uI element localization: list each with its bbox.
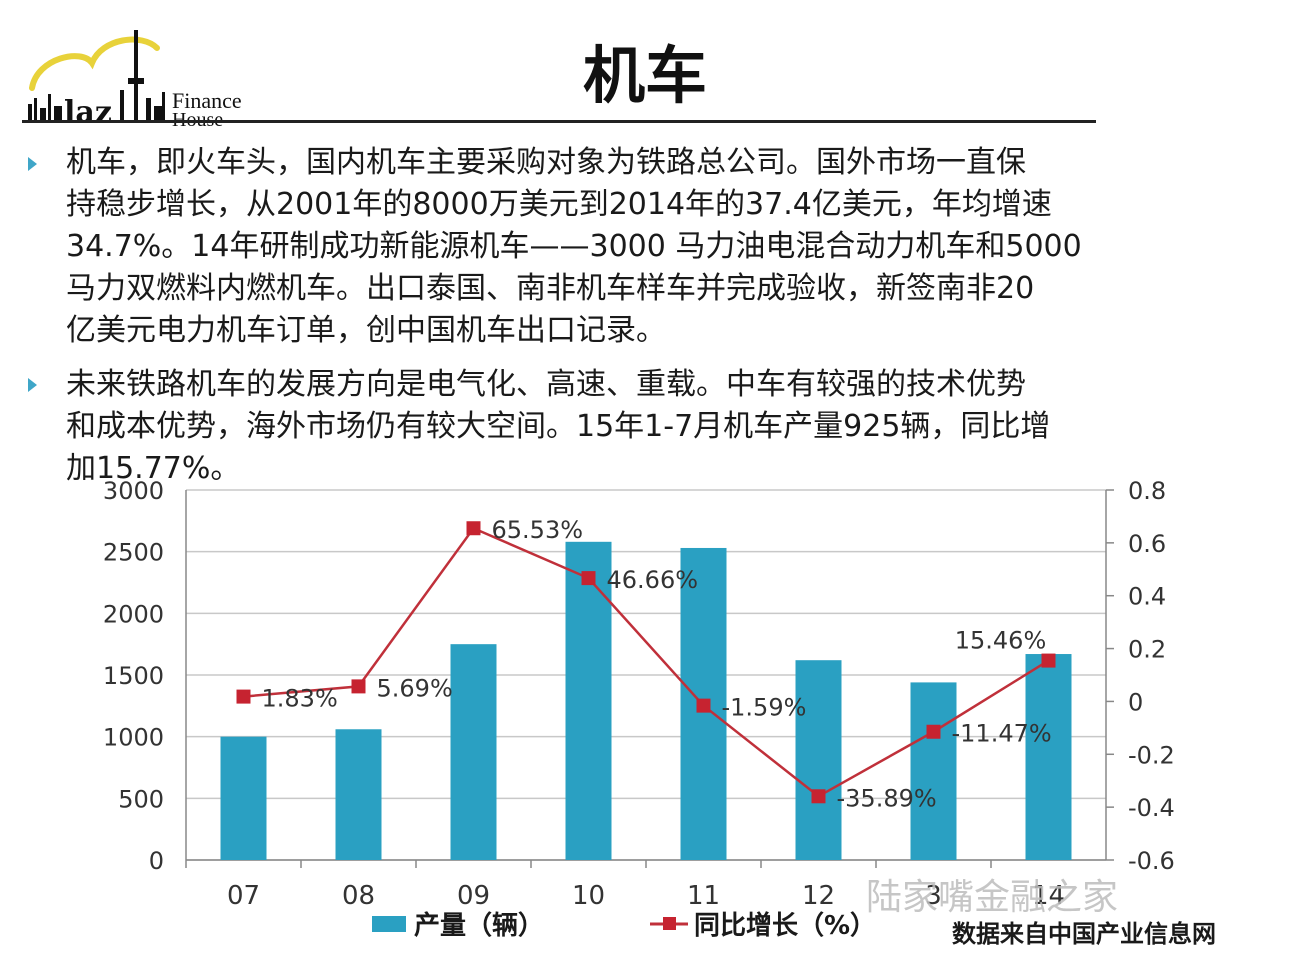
y-left-tick-label: 1500	[103, 662, 164, 690]
growth-data-label: 5.69%	[377, 674, 453, 702]
x-tick-label: 10	[572, 881, 605, 911]
bullet-paragraph-2: 未来铁路机车的发展方向是电气化、高速、重载。中车有较强的技术优势 和成本优势，海…	[66, 364, 1226, 490]
growth-data-label: -35.89%	[837, 784, 937, 812]
growth-marker	[1041, 653, 1056, 668]
bar-production	[335, 729, 382, 860]
growth-data-label: 1.83%	[262, 685, 338, 713]
bullet-1-line-3: 34.7%。14年研制成功新能源机车——3000 马力油电混合动力机车和5000	[66, 229, 1082, 264]
bar-production	[910, 682, 957, 860]
y-left-tick-label: 3000	[103, 477, 164, 505]
growth-marker	[926, 724, 941, 739]
x-tick-label: 14	[1032, 881, 1065, 911]
bullet-1-line-2: 持稳步增长，从2001年的8000万美元到2014年的37.4亿美元，年均增速	[66, 187, 1052, 222]
legend-swatch-growth-marker	[663, 917, 676, 930]
growth-marker	[351, 679, 366, 694]
x-tick-label: 11	[687, 881, 720, 911]
source-note: 数据来自中国产业信息网	[952, 920, 1216, 948]
y-right-tick-label: -0.4	[1128, 794, 1175, 822]
y-left-tick-label: 500	[118, 785, 164, 813]
legend-label-growth: 同比增长（%）	[694, 910, 876, 941]
y-right-tick-label: 0.4	[1128, 583, 1166, 611]
logo-mark-text: laz	[64, 95, 112, 130]
y-left-tick-label: 2500	[103, 539, 164, 567]
logo-text-house: House	[172, 109, 223, 130]
bullet-1-line-5: 亿美元电力机车订单，创中国机车出口记录。	[66, 313, 666, 348]
y-right-tick-label: 0.6	[1128, 530, 1166, 558]
growth-marker	[811, 789, 826, 804]
y-right-tick-label: -0.6	[1128, 847, 1175, 875]
bar-production	[220, 736, 267, 860]
growth-data-label: 15.46%	[955, 627, 1047, 655]
x-tick-label: 07	[227, 881, 260, 911]
bar-production	[450, 644, 497, 860]
legend-label-production: 产量（辆）	[414, 911, 544, 941]
y-right-tick-label: -0.2	[1128, 741, 1175, 769]
bullet-1-line-4: 马力双燃料内燃机车。出口泰国、南非机车样车并完成验收，新签南非20	[66, 271, 1035, 306]
growth-marker	[696, 698, 711, 713]
growth-data-label: -11.47%	[952, 720, 1052, 748]
bullet-2-line-2: 和成本优势，海外市场仍有较大空间。15年1-7月机车产量925辆，同比增	[66, 409, 1051, 444]
growth-data-label: -1.59%	[722, 694, 807, 722]
growth-line	[243, 526, 1050, 798]
growth-marker	[581, 571, 596, 586]
bullet-1-line-1: 机车，即火车头，国内机车主要采购对象为铁路总公司。国外市场一直保	[66, 145, 1026, 180]
bullet-marker-2	[28, 378, 37, 392]
bullet-marker-1	[28, 157, 37, 171]
y-right-tick-label: 0.8	[1128, 477, 1166, 505]
growth-marker	[236, 689, 251, 704]
x-tick-label: 08	[342, 881, 375, 911]
y-left-tick-label: 2000	[103, 600, 164, 628]
bullet-2-line-1: 未来铁路机车的发展方向是电气化、高速、重载。中车有较强的技术优势	[66, 367, 1026, 402]
title-rule	[22, 120, 1096, 123]
x-tick-label: 09	[457, 881, 490, 911]
legend-swatch-production	[372, 916, 406, 932]
growth-data-label: 65.53%	[492, 516, 584, 544]
y-left-tick-label: 0	[149, 847, 164, 875]
x-tick-label: 3	[925, 881, 942, 911]
slide-title: 机车	[582, 39, 707, 112]
bullet-paragraph-1: 机车，即火车头，国内机车主要采购对象为铁路总公司。国外市场一直保 持稳步增长，从…	[66, 142, 1226, 352]
bar-production	[1025, 654, 1072, 860]
bar-production	[795, 660, 842, 860]
logo-text-finance: Finance	[172, 88, 242, 113]
y-right-tick-label: 0	[1128, 688, 1143, 716]
y-left-tick-label: 1000	[103, 724, 164, 752]
x-tick-label: 12	[802, 881, 835, 911]
bar-production	[565, 541, 612, 860]
bullet-2-line-3: 加15.77%。	[66, 451, 241, 486]
growth-marker	[466, 521, 481, 536]
growth-data-label: 46.66%	[607, 566, 699, 594]
y-right-tick-label: 0.2	[1128, 636, 1166, 664]
watermark-text: 陆家嘴金融之家	[866, 877, 1119, 918]
finance-house-logo: laz Finance House	[26, 30, 242, 130]
production-growth-chart: 0 500 1000 1500 2000 2500 3000 -0.6 -0.4 -0.2 0 0.2…	[103, 477, 1175, 941]
